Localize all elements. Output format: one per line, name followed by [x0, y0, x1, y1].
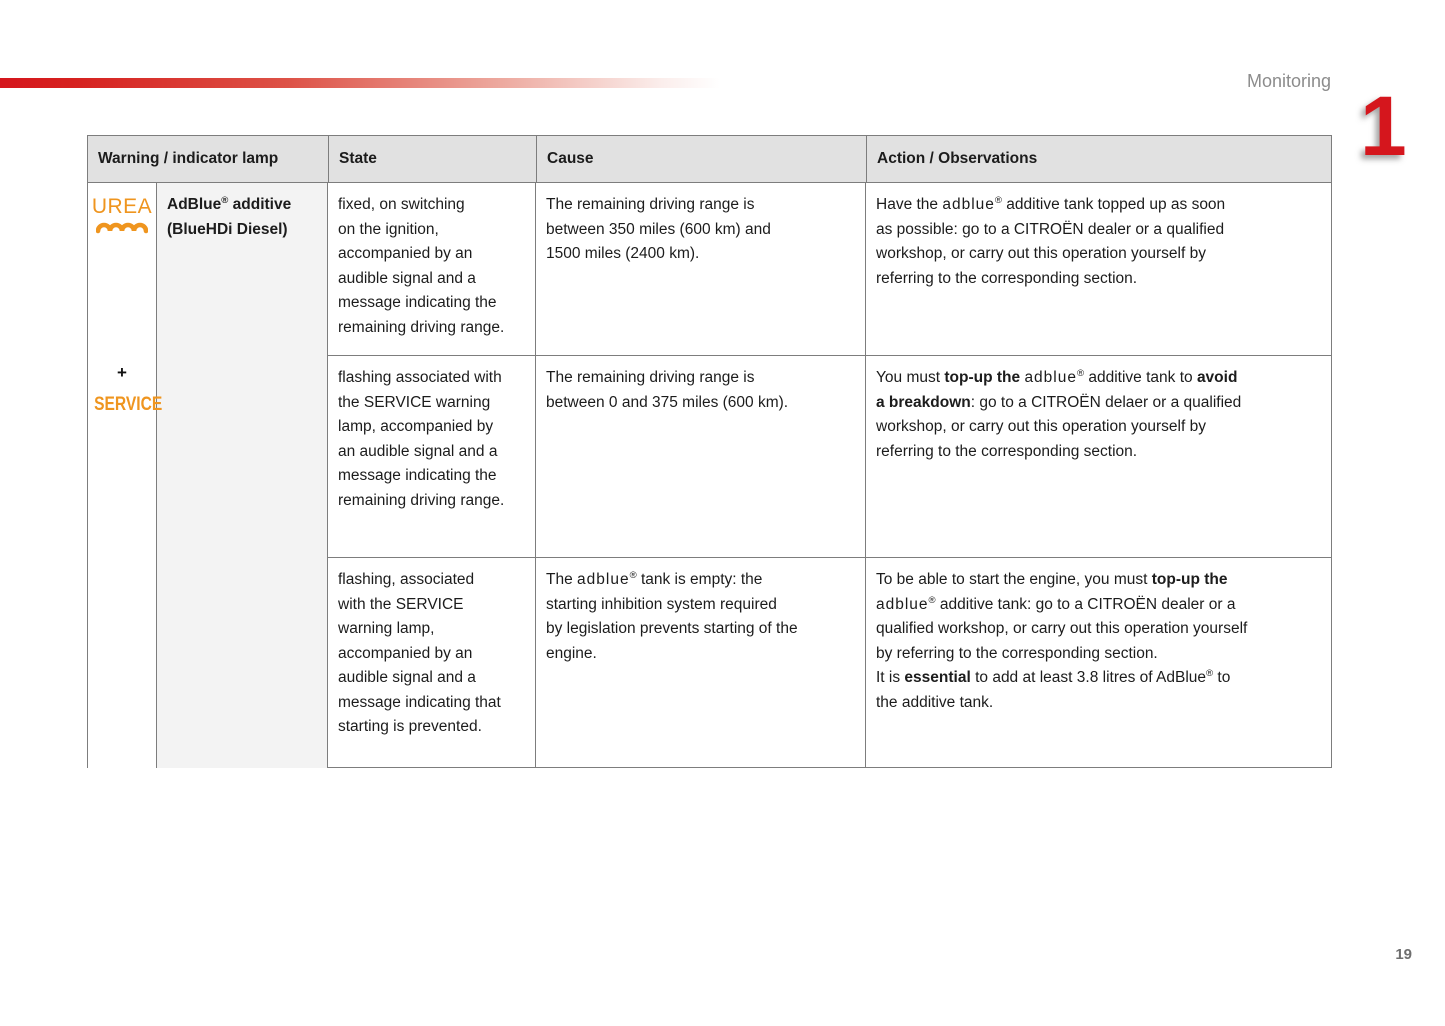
- cause-cell-row3: The adblue® tank is empty: the starting …: [536, 558, 866, 768]
- cause-cell-row1: The remaining driving range is between 3…: [536, 183, 866, 356]
- warning-lamp-table: Warning / indicator lamp State Cause Act…: [87, 135, 1332, 768]
- table-rows-grid: fixed, on switching on the ignition, acc…: [328, 183, 1331, 768]
- state-cell-row1: fixed, on switching on the ignition, acc…: [328, 183, 536, 356]
- chapter-number: 1: [1360, 79, 1407, 173]
- lamp-name: AdBlue® additive (BlueHDi Diesel): [157, 183, 328, 768]
- table-body: UREA + SERVICE AdBlue® additive (BlueHDi…: [88, 183, 1331, 768]
- header-cause: Cause: [537, 136, 867, 182]
- state-cell-row3: flashing, associated with the SERVICE wa…: [328, 558, 536, 768]
- header-state: State: [329, 136, 537, 182]
- plus-sign: +: [117, 363, 127, 382]
- table-header-row: Warning / indicator lamp State Cause Act…: [88, 136, 1331, 183]
- header-warning-indicator-lamp: Warning / indicator lamp: [88, 136, 329, 182]
- cause-cell-row2: The remaining driving range is between 0…: [536, 356, 866, 558]
- header-gradient-bar: [0, 78, 720, 88]
- service-warning-lamp: SERVICE: [94, 394, 163, 415]
- urea-wave-icon: [96, 222, 148, 233]
- state-cell-row2: flashing associated with the SERVICE war…: [328, 356, 536, 558]
- urea-label: UREA: [91, 195, 153, 218]
- header-action-observations: Action / Observations: [877, 149, 1038, 167]
- urea-warning-lamp: UREA: [88, 195, 156, 234]
- page-number: 19: [1395, 946, 1412, 963]
- section-label: Monitoring: [1246, 71, 1331, 91]
- lamp-indicator-cell: UREA + SERVICE: [88, 183, 163, 768]
- action-cell-row3: To be able to start the engine, you must…: [876, 571, 1248, 711]
- action-cell-row2: You must top-up the adblue® additive tan…: [866, 356, 1331, 558]
- action-cell-row1: Have the adblue® additive tank topped up…: [866, 183, 1331, 356]
